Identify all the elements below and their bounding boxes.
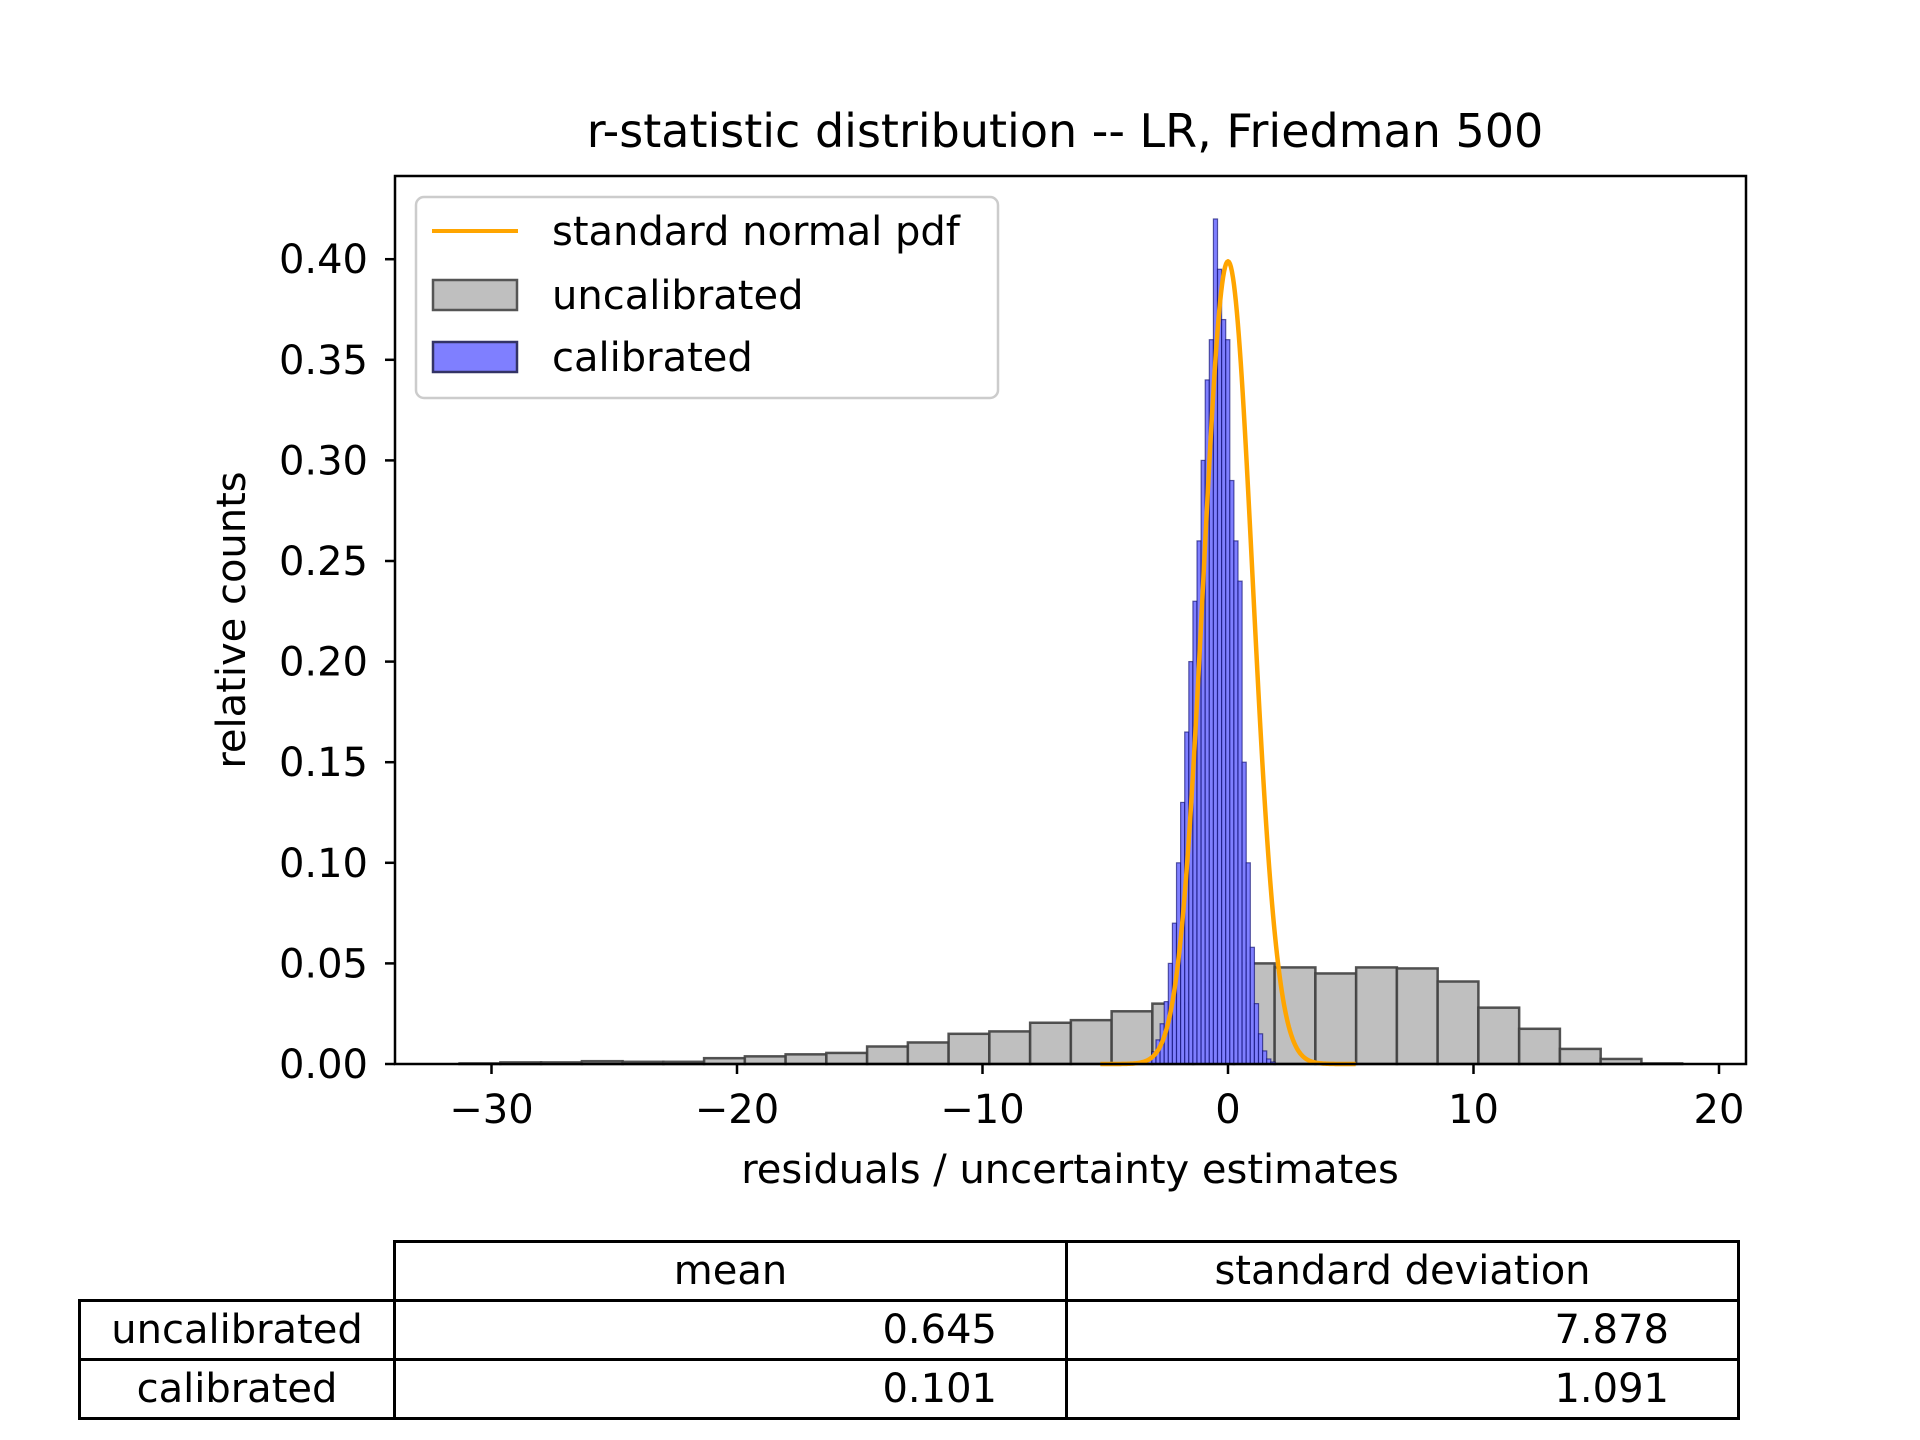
y-axis: 0.00 0.05 0.10 0.15 0.20 0.25 0.30 0.35 0.40 [279,237,395,1088]
uncalibrated-bar [1314,972,1358,1066]
y-tick-label: 0.35 [279,338,368,384]
calibrated-bar [1237,580,1243,1065]
table-row-label: uncalibrated [78,1299,396,1361]
uncalibrated-bar [1354,966,1399,1066]
uncalibrated-bar [1436,980,1480,1066]
uncalibrated-bar [1558,1047,1602,1066]
x-tick-label: 10 [1448,1087,1499,1133]
calibrated-bar [1229,479,1235,1065]
y-tick-label: 0.00 [279,1042,368,1088]
uncalibrated-bar [947,1032,991,1066]
x-tick-label: −20 [695,1087,779,1133]
table-row-label: calibrated [78,1358,396,1420]
calibrated-bar [1245,862,1251,1065]
table-cell-mean: 0.645 [393,1299,1068,1361]
uncalibrated-bar [1517,1027,1562,1066]
table-col-mean: mean [393,1240,1068,1302]
legend-label-uncalibrated: uncalibrated [552,273,803,319]
table-col-std: standard deviation [1065,1240,1740,1302]
chart-title: r-statistic distribution -- LR, Friedman… [587,104,1544,158]
y-tick-label: 0.20 [279,640,368,686]
table-header-row: mean standard deviation [80,1240,1740,1302]
calibrated-bar [1233,540,1239,1065]
calibrated-bar [1253,1003,1260,1065]
uncalibrated-bar [988,1030,1032,1066]
y-tick-label: 0.25 [279,539,368,585]
plot-frame [393,174,1748,1066]
uncalibrated-bar [1028,1021,1073,1066]
uncalibrated-bar [1395,967,1439,1066]
uncalibrated-bar [1110,1010,1154,1066]
legend-label-pdf: standard normal pdf [552,209,961,255]
legend-box [414,195,1000,400]
y-tick-label: 0.15 [279,740,368,786]
calibrated-bar [1216,268,1223,1065]
calibrated-bar [1262,1050,1268,1065]
table-cell-mean: 0.101 [393,1358,1068,1420]
y-axis-label: relative counts [209,471,255,768]
x-tick-label: 20 [1694,1087,1745,1133]
legend-swatch-calibrated [431,340,519,374]
calibrated-bar [1188,660,1194,1065]
pdf-curve [1099,259,1357,1067]
pdf-line [1099,259,1357,1067]
uncalibrated-bar [906,1041,950,1066]
x-tick-label: −30 [449,1087,533,1133]
uncalibrated-bar [825,1051,869,1066]
legend-label-calibrated: calibrated [552,335,753,381]
uncalibrated-bar [865,1045,910,1066]
uncalibrated-bar [1069,1018,1113,1066]
uncalibrated-bar [784,1053,828,1066]
legend-swatch-uncalibrated [431,278,519,312]
y-tick-label: 0.10 [279,841,368,887]
legend: standard normal pdf uncalibrated calibra… [414,195,1000,400]
y-tick-label: 0.05 [279,941,368,987]
x-axis: −30 −20 −10 0 10 20 [449,1064,1744,1133]
calibrated-bar [1257,1033,1264,1065]
uncalibrated-bars [458,962,1684,1066]
y-tick-label: 0.40 [279,237,368,283]
calibrated-bars [1139,218,1276,1065]
x-tick-label: −10 [940,1087,1024,1133]
calibrated-bar [1221,318,1227,1065]
table-corner [80,1242,395,1301]
chart: r-statistic distribution -- LR, Friedman… [209,104,1748,1193]
calibrated-bar [1241,761,1247,1065]
table-cell-std: 1.091 [1065,1358,1740,1420]
x-axis-label: residuals / uncertainty estimates [741,1147,1399,1193]
table-cell-std: 7.878 [1065,1299,1740,1361]
y-tick-label: 0.30 [279,438,368,484]
stats-table: mean standard deviation uncalibrated 0.6… [78,1240,1740,1420]
x-tick-label: 0 [1215,1087,1240,1133]
uncalibrated-bar [1477,1006,1521,1066]
table-row: calibrated 0.101 1.091 [78,1358,1740,1420]
calibrated-bar [1225,339,1231,1065]
table-row: uncalibrated 0.645 7.878 [78,1299,1740,1361]
calibrated-bar [1192,600,1198,1065]
calibrated-bar [1249,946,1256,1065]
